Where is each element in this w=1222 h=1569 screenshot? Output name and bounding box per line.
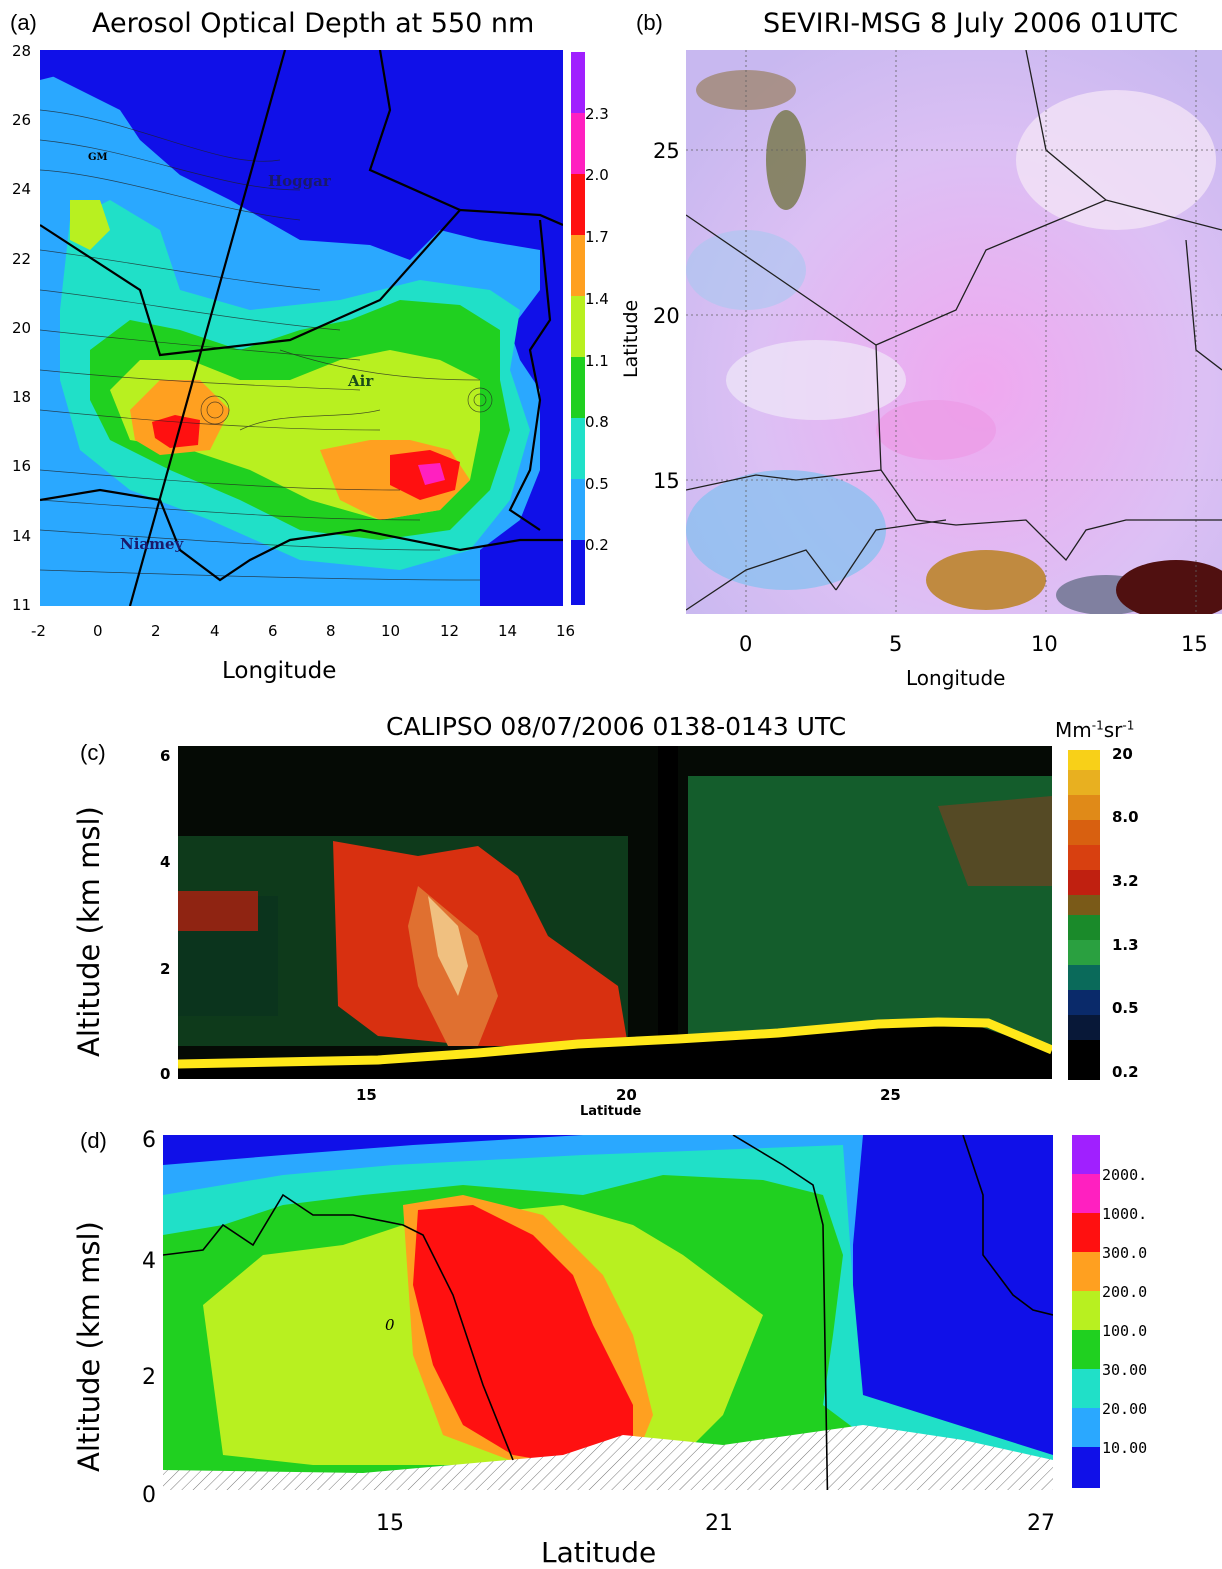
panel-c-cbar-tick: 0.5 <box>1112 999 1139 1017</box>
panel-a-cbar-tick: 0.8 <box>585 413 609 431</box>
panel-b-ytick: 20 <box>653 304 680 328</box>
panel-d-xlabel: Latitude <box>541 1536 657 1569</box>
panel-a-ytick: 28 <box>12 42 32 60</box>
panel-c-cbar-tick: 1.3 <box>1112 936 1139 954</box>
panel-b-ylabel: Latitude <box>620 299 642 378</box>
panel-d-contour-label: 0 <box>385 1316 395 1334</box>
panel-a-ytick: 14 <box>12 527 32 545</box>
panel-a-cbar-tick: 2.0 <box>585 166 609 184</box>
panel-a-xtick: 4 <box>210 622 220 640</box>
panel-d-cbar-tick: 200.0 <box>1102 1283 1148 1301</box>
panel-a-xtick: 0 <box>93 622 103 640</box>
panel-c-xtick: 25 <box>880 1086 901 1104</box>
panel-c-title: CALIPSO 08/07/2006 0138-0143 UTC <box>386 712 847 741</box>
panel-b-ytick: 15 <box>653 469 680 493</box>
panel-c-cbar-tick: 8.0 <box>1112 808 1139 826</box>
panel-d-ytick: 4 <box>142 1249 156 1274</box>
panel-d-cbar-tick: 300.0 <box>1102 1244 1148 1262</box>
panel-a-xtick: 8 <box>326 622 336 640</box>
panel-b-xlabel: Longitude <box>906 666 1006 690</box>
panel-a-xtick: 6 <box>268 622 278 640</box>
panel-c-ytick: 0 <box>160 1065 171 1083</box>
panel-b-xtick: 10 <box>1031 632 1058 656</box>
panel-d-cbar-tick: 100.0 <box>1102 1322 1148 1340</box>
panel-d-cbar-tick: 10.00 <box>1102 1439 1148 1457</box>
panel-c-lidar-profile <box>178 746 1052 1079</box>
panel-a-ytick: 18 <box>12 388 32 406</box>
panel-a-xtick: 16 <box>556 622 576 640</box>
panel-a-title: Aerosol Optical Depth at 550 nm <box>92 8 535 39</box>
panel-a-ytick: 26 <box>12 111 32 129</box>
panel-a-letter: (a) <box>10 10 37 35</box>
panel-a-map <box>40 50 563 606</box>
map-label-niamey: Niamey <box>120 535 184 553</box>
panel-b-xtick: 5 <box>889 632 903 656</box>
panel-d-colorbar <box>1072 1135 1100 1488</box>
panel-a-cbar-tick: 2.3 <box>585 105 609 123</box>
panel-a-xtick: 14 <box>498 622 518 640</box>
panel-a-cbar-tick: 1.1 <box>585 352 609 370</box>
panel-a-colorbar <box>571 52 585 605</box>
panel-b-xtick: 0 <box>739 632 753 656</box>
panel-a-ytick: 24 <box>12 180 32 198</box>
panel-d-ytick: 2 <box>142 1365 156 1390</box>
panel-d-ylabel: Altitude (km msl) <box>72 1221 106 1472</box>
panel-d-ytick: 6 <box>142 1128 156 1153</box>
panel-a-xtick: -2 <box>31 622 46 640</box>
panel-c-ytick: 6 <box>160 747 171 765</box>
map-label-gm: GM <box>88 152 108 163</box>
panel-c-xtick: 15 <box>356 1086 377 1104</box>
panel-d-cbar-tick: 2000. <box>1102 1166 1148 1184</box>
panel-a-ytick: 22 <box>12 250 32 268</box>
panel-a-xlabel: Longitude <box>222 658 337 684</box>
panel-a-ytick: 16 <box>12 457 32 475</box>
panel-d-model-section <box>163 1135 1053 1490</box>
panel-c-ylabel: Altitude (km msl) <box>72 806 106 1057</box>
panel-b-title: SEVIRI-MSG 8 July 2006 01UTC <box>763 8 1179 39</box>
panel-c-letter: (c) <box>80 740 106 765</box>
panel-a-cbar-tick: 1.7 <box>585 228 609 246</box>
panel-d-cbar-tick: 1000. <box>1102 1205 1148 1223</box>
panel-a-cbar-tick: 1.4 <box>585 290 609 308</box>
panel-c-cbar-tick: 20 <box>1112 745 1133 763</box>
panel-a-xtick: 12 <box>440 622 460 640</box>
map-label-air: Air <box>348 372 374 390</box>
panel-a-xtick: 10 <box>381 622 401 640</box>
panel-d-letter: (d) <box>80 1128 107 1153</box>
panel-c-xlabel: Latitude <box>580 1104 642 1119</box>
panel-a-xtick: 2 <box>151 622 161 640</box>
panel-c-units: Mm-1sr-1 <box>1055 718 1135 742</box>
panel-c-ytick: 4 <box>160 853 171 871</box>
panel-c-cbar-tick: 3.2 <box>1112 872 1139 890</box>
panel-c-colorbar <box>1068 750 1100 1080</box>
panel-b-ytick: 25 <box>653 139 680 163</box>
panel-c-xtick: 20 <box>616 1086 637 1104</box>
panel-b-xtick: 15 <box>1181 632 1208 656</box>
panel-a-cbar-tick: 0.2 <box>585 536 609 554</box>
panel-d-xtick: 15 <box>376 1511 404 1536</box>
panel-a-cbar-tick: 0.5 <box>585 475 609 493</box>
panel-d-xtick: 21 <box>705 1511 733 1536</box>
panel-c-cbar-tick: 0.2 <box>1112 1063 1139 1081</box>
panel-a-ytick: 20 <box>12 319 32 337</box>
panel-d-ytick: 0 <box>142 1483 156 1508</box>
panel-d-cbar-tick: 20.00 <box>1102 1400 1148 1418</box>
panel-d-xtick: 27 <box>1027 1511 1055 1536</box>
panel-a-ytick: 11 <box>12 596 32 614</box>
map-label-hoggar: Hoggar <box>268 172 331 190</box>
panel-d-cbar-tick: 30.00 <box>1102 1361 1148 1379</box>
panel-c-ytick: 2 <box>160 960 171 978</box>
panel-b-letter: (b) <box>636 10 663 35</box>
panel-b-satellite-image <box>686 50 1222 614</box>
